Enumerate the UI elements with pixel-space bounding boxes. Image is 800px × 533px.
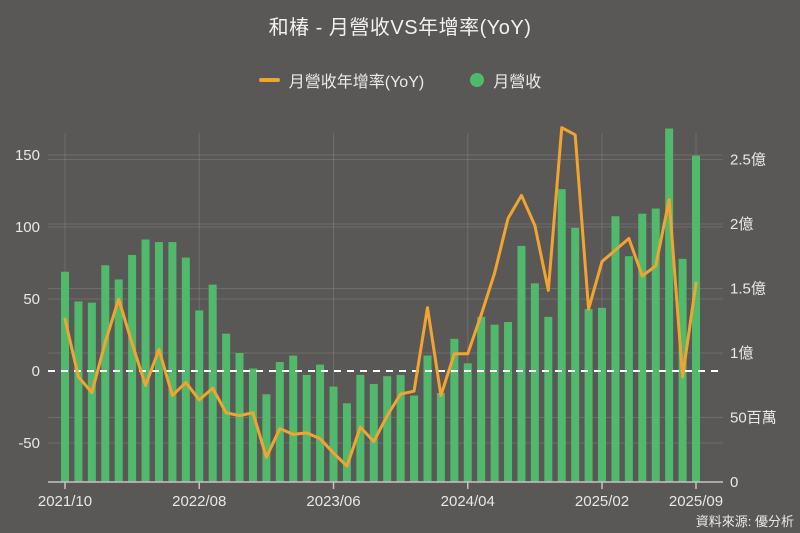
source-note: 資料來源: 優分析 — [695, 514, 794, 529]
bar-2022/01 — [101, 265, 110, 482]
bar-2022/03 — [128, 254, 137, 482]
bar-2024/06 — [490, 324, 499, 482]
bar-2023/05 — [316, 364, 325, 482]
legend-label-revenue: 月營收 — [493, 74, 542, 91]
right-axis-label: 2億 — [730, 216, 753, 233]
x-axis-label: 2025/09 — [669, 493, 723, 510]
left-axis-label: 0 — [32, 363, 40, 380]
bar-2023/09 — [369, 383, 378, 482]
bar-2024/08 — [517, 245, 526, 482]
left-axis-label: 100 — [15, 219, 40, 236]
bar-2024/10 — [544, 316, 553, 482]
bar-2023/10 — [383, 376, 392, 482]
bar-2023/06 — [329, 386, 338, 482]
bar-2025/07 — [665, 128, 674, 483]
legend: 月營收年增率(YoY) 月營收 — [0, 68, 800, 92]
bar-2024/01 — [423, 355, 432, 482]
bar-2025/06 — [651, 208, 660, 482]
right-axis-label: 50百萬 — [730, 410, 777, 427]
left-axis-label: 50 — [23, 291, 40, 308]
bar-2022/11 — [235, 353, 244, 482]
bar-2024/05 — [477, 316, 486, 482]
right-axis-label: 0 — [730, 474, 738, 491]
bar-2024/11 — [557, 189, 566, 483]
bar-2022/04 — [141, 239, 150, 482]
bar-2022/08 — [195, 310, 204, 482]
bar-2022/06 — [168, 242, 177, 482]
bar-2023/01 — [262, 394, 271, 482]
legend-label-yoy: 月營收年增率(YoY) — [288, 74, 425, 91]
yoy-line-swatch-icon — [258, 78, 280, 82]
bar-2022/05 — [154, 242, 163, 482]
bar-2024/02 — [436, 392, 445, 482]
bar-2022/07 — [181, 257, 190, 482]
bar-2023/12 — [410, 395, 419, 482]
right-axis-label: 1.5億 — [730, 281, 766, 298]
x-axis-label: 2024/04 — [441, 493, 495, 510]
bar-2023/02 — [275, 362, 284, 482]
page-title: 和椿 - 月營收VS年增率(YoY) — [268, 17, 532, 39]
right-axis-label: 1億 — [730, 345, 753, 362]
x-axis-label: 2022/08 — [172, 493, 226, 510]
bar-2024/04 — [463, 363, 472, 482]
left-axis-label: 150 — [15, 147, 40, 164]
bar-2022/02 — [114, 279, 123, 482]
left-axis-label: -50 — [18, 435, 40, 452]
bar-2024/03 — [450, 338, 459, 482]
bar-2023/11 — [396, 374, 405, 482]
right-axis-label: 2.5億 — [730, 152, 766, 169]
bar-2021/11 — [74, 301, 83, 482]
bar-2023/07 — [342, 403, 351, 482]
x-axis-label: 2025/02 — [575, 493, 629, 510]
bar-2023/04 — [302, 374, 311, 482]
bar-2025/02 — [598, 307, 607, 482]
bar-2025/09 — [691, 155, 700, 482]
yoy-line — [63, 126, 698, 468]
bar-2022/09 — [208, 284, 217, 482]
bar-2023/03 — [289, 355, 298, 482]
bar-2025/04 — [624, 256, 633, 482]
revenue-dot-swatch-icon — [470, 73, 485, 87]
bar-2025/05 — [638, 213, 647, 482]
bar-2022/10 — [222, 333, 231, 482]
bar-2022/12 — [248, 368, 257, 482]
bar-2025/01 — [584, 309, 593, 482]
x-axis-label: 2023/06 — [306, 493, 360, 510]
bar-2024/12 — [571, 227, 580, 482]
bar-2025/03 — [611, 216, 620, 482]
x-axis-label: 2021/10 — [38, 493, 92, 510]
legend-item-yoy: 月營收年增率(YoY) — [258, 68, 425, 92]
bar-2024/07 — [504, 322, 513, 482]
bar-2021/10 — [61, 271, 69, 482]
legend-item-revenue: 月營收 — [470, 68, 541, 92]
bar-2024/09 — [530, 283, 539, 482]
